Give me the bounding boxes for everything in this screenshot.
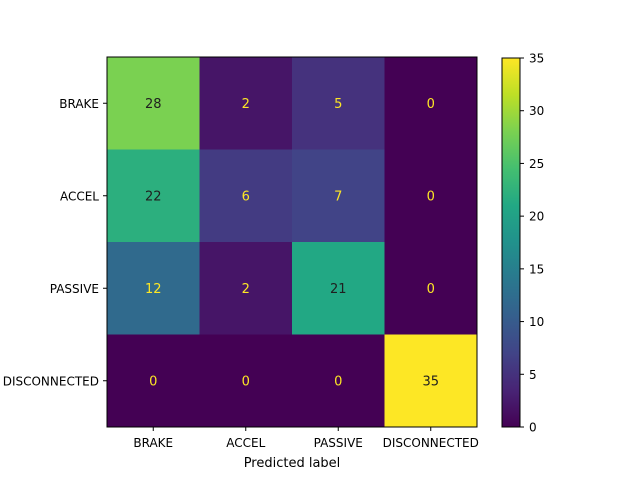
colorbar-tick-label: 10 xyxy=(529,315,544,329)
cell-value-label: 0 xyxy=(334,374,342,389)
cell-value-label: 2 xyxy=(242,282,250,297)
plot-frame xyxy=(106,56,478,428)
x-tick-label: ACCEL xyxy=(226,436,265,450)
heatmap-cell xyxy=(199,334,293,428)
heatmap-cell xyxy=(292,57,385,150)
heatmap-cell xyxy=(107,57,200,150)
cell-value-label: 35 xyxy=(422,374,439,389)
heatmap-cell xyxy=(384,149,478,243)
heatmap-cell xyxy=(292,242,385,335)
heatmap-cell xyxy=(199,149,293,243)
cell-value-label: 7 xyxy=(334,189,342,204)
colorbar-tick-label: 20 xyxy=(529,210,544,224)
colorbar-gradient xyxy=(501,57,521,428)
heatmap-cell xyxy=(384,334,478,428)
cell-value-label: 0 xyxy=(427,282,435,297)
colorbar-tick-label: 35 xyxy=(529,52,544,66)
heatmap-cell xyxy=(292,149,385,243)
x-tick-label: DISCONNECTED xyxy=(383,436,479,450)
heatmap-cell xyxy=(107,149,200,243)
heatmap-cell xyxy=(199,57,293,150)
x-axis-label: Predicted label xyxy=(244,456,341,471)
cell-value-label: 0 xyxy=(427,97,435,112)
heatmap-cell xyxy=(384,242,478,335)
cell-value-label: 6 xyxy=(242,189,250,204)
cell-value-label: 2 xyxy=(242,97,250,112)
heatmap-cell xyxy=(107,242,200,335)
x-tick-label: PASSIVE xyxy=(314,436,363,450)
heatmap-cell xyxy=(199,242,293,335)
cell-value-label: 21 xyxy=(330,282,347,297)
cell-value-label: 0 xyxy=(427,189,435,204)
y-tick-label: DISCONNECTED xyxy=(3,374,99,388)
x-tick-label: BRAKE xyxy=(133,436,173,450)
heatmap-cell xyxy=(107,334,200,428)
cell-value-label: 22 xyxy=(145,189,162,204)
colorbar-tick-label: 15 xyxy=(529,262,544,276)
colorbar-tick-label: 0 xyxy=(529,421,537,435)
colorbar-tick-label: 30 xyxy=(529,104,544,118)
cell-value-label: 0 xyxy=(149,374,157,389)
heatmap-cell xyxy=(384,57,478,150)
cell-value-label: 5 xyxy=(334,97,342,112)
cell-value-label: 0 xyxy=(242,374,250,389)
cell-value-label: 28 xyxy=(145,97,162,112)
colorbar-tick-label: 25 xyxy=(529,157,544,171)
y-tick-label: ACCEL xyxy=(60,189,99,203)
y-tick-label: BRAKE xyxy=(59,97,99,111)
colorbar-ticks: 0 5 10 15 20 25 30 35 xyxy=(520,52,544,435)
cell-value-label: 12 xyxy=(145,282,162,297)
x-axis-ticks: BRAKE ACCEL PASSIVE DISCONNECTED xyxy=(133,427,479,450)
heatmap-cell xyxy=(292,334,385,428)
heatmap-cells: 28 2 5 0 22 6 7 0 12 2 21 0 0 0 0 35 xyxy=(107,57,478,428)
y-tick-label: PASSIVE xyxy=(50,282,99,296)
colorbar: 0 5 10 15 20 25 30 35 xyxy=(501,52,544,435)
y-axis-ticks: BRAKE ACCEL PASSIVE DISCONNECTED xyxy=(3,97,107,388)
colorbar-tick-label: 5 xyxy=(529,368,537,382)
